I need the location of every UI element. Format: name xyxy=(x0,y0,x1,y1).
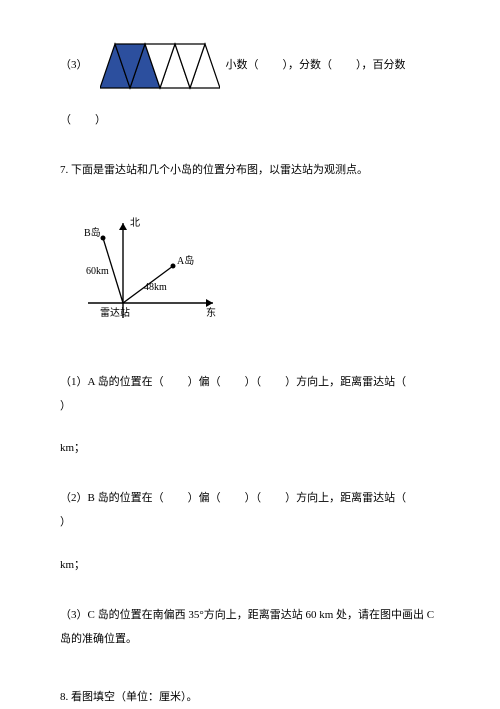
q7-p2d: ）方向上，距离雷达站（ xyxy=(285,486,406,510)
label-station: 雷达站 xyxy=(100,306,130,319)
q3-row: （3） 小数（ ），分数（ ），百分数 xyxy=(60,40,440,90)
label-b: B岛 xyxy=(84,226,101,239)
q7-p1e: ） xyxy=(60,394,71,418)
q7-part2: （2）B 岛的位置在（ ）偏（ ）（ ）方向上，距离雷达站（ ） xyxy=(60,486,440,534)
label-east: 东 xyxy=(206,306,216,319)
q3-row2: （ ） xyxy=(60,108,440,132)
q7-part1: （1）A 岛的位置在（ ）偏（ ）（ ）方向上，距离雷达站（ ） xyxy=(60,370,440,418)
triangle-figure xyxy=(100,40,220,90)
q7-km1: km； xyxy=(60,436,440,460)
radar-figure: B岛 北 A岛 东 雷达站 60km 48km xyxy=(78,208,228,338)
q3-text2: ），分数（ xyxy=(283,53,333,77)
q7-p2b: ）偏（ xyxy=(188,486,221,510)
q3-label: （3） xyxy=(60,53,88,77)
q3-text1: 小数（ xyxy=(226,53,259,77)
q7-p1a: （1）A 岛的位置在（ xyxy=(60,370,164,394)
q7-part3: （3）C 岛的位置在南偏西 35°方向上，距离雷达站 60 km 处，请在图中画… xyxy=(60,603,440,651)
q7-p1d: ）方向上，距离雷达站（ xyxy=(285,370,406,394)
label-a: A岛 xyxy=(177,254,194,267)
label-60km: 60km xyxy=(86,266,109,277)
q8-title: 8. 看图填空（单位：厘米）。 xyxy=(60,685,440,709)
q7-p2a: （2）B 岛的位置在（ xyxy=(60,486,164,510)
q7-km2: km； xyxy=(60,553,440,577)
q3-text3: ），百分数 xyxy=(356,53,406,77)
q7-p1b: ）偏（ xyxy=(188,370,221,394)
q7-p2e: ） xyxy=(60,510,71,534)
q3-text5: ） xyxy=(95,108,106,132)
label-48km: 48km xyxy=(144,282,167,293)
q7-title: 7. 下面是雷达站和几个小岛的位置分布图，以雷达站为观测点。 xyxy=(60,158,440,182)
label-north: 北 xyxy=(130,217,140,229)
q7-p2c: ）（ xyxy=(245,486,262,510)
q3-text4: （ xyxy=(60,108,71,132)
q7-p1c: ）（ xyxy=(245,370,262,394)
